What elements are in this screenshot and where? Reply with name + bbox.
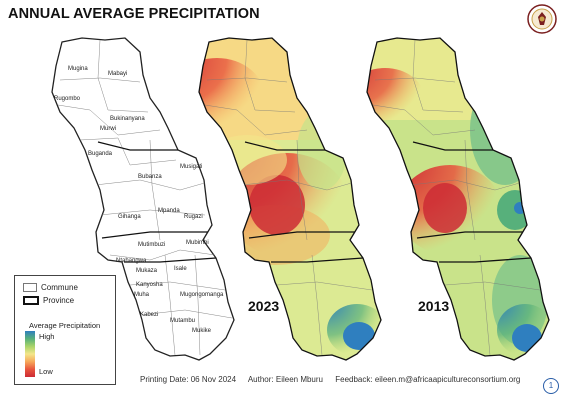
commune-label: Mugina: [68, 66, 88, 72]
commune-label: Rugombo: [54, 96, 81, 102]
year-label-2023: 2023: [248, 298, 280, 314]
commune-label: Kanyosha: [136, 282, 163, 288]
commune-label: Mabayi: [108, 71, 127, 77]
legend-low-label: Low: [39, 367, 53, 376]
commune-label: Buganda: [88, 151, 113, 157]
commune-label: Mukaza: [136, 268, 158, 274]
precipitation-color-ramp: [25, 331, 35, 377]
legend-commune: Commune: [23, 283, 78, 293]
commune-label: Bubanza: [138, 174, 162, 180]
legend-province-label: Province: [43, 296, 75, 305]
legend-high-label: High: [39, 332, 55, 341]
commune-label: Mpanda: [158, 208, 180, 214]
commune-label: Muha: [134, 292, 150, 298]
commune-label: Mubimbi: [186, 240, 209, 246]
author: Author: Eileen Mburu: [247, 375, 323, 384]
legend-title: Average Precipitation: [29, 321, 101, 330]
consortium-seal-logo: [527, 4, 557, 34]
commune-label: Kabezi: [140, 312, 158, 318]
commune-label: Ntahangwa: [116, 258, 147, 264]
commune-label: Rugazi: [184, 214, 203, 220]
province-swatch: [23, 296, 39, 306]
year-label-2013: 2013: [418, 298, 450, 314]
commune-label: Mutimbuzi: [138, 242, 165, 248]
page-number: 1: [543, 378, 559, 394]
commune-label: Mutambu: [170, 318, 195, 324]
commune-label: Mukike: [192, 328, 212, 334]
map-legend: Commune Province Average Precipitation H…: [14, 275, 116, 385]
commune-label: Isale: [174, 266, 187, 272]
commune-reference-map: Mugina Mabayi Rugombo Bukinanyana Murwi …: [51, 37, 235, 361]
map-footer: Printing Date: 06 Nov 2024 Author: Eilee…: [140, 375, 530, 384]
commune-label: Mugongomanga: [180, 292, 224, 298]
commune-label: Murwi: [100, 126, 116, 132]
feedback: Feedback: eileen.m@africaapicultureconso…: [335, 375, 521, 384]
commune-label: Gihanga: [118, 214, 141, 220]
commune-swatch: [23, 283, 37, 293]
commune-label: Musigati: [180, 164, 202, 170]
legend-commune-label: Commune: [41, 283, 78, 292]
commune-labels: Mugina Mabayi Rugombo Bukinanyana Murwi …: [54, 66, 224, 334]
map-title: ANNUAL AVERAGE PRECIPITATION: [8, 6, 260, 22]
printing-date: Printing Date: 06 Nov 2024: [140, 375, 237, 384]
legend-province: Province: [23, 296, 75, 306]
commune-label: Bukinanyana: [110, 116, 145, 122]
